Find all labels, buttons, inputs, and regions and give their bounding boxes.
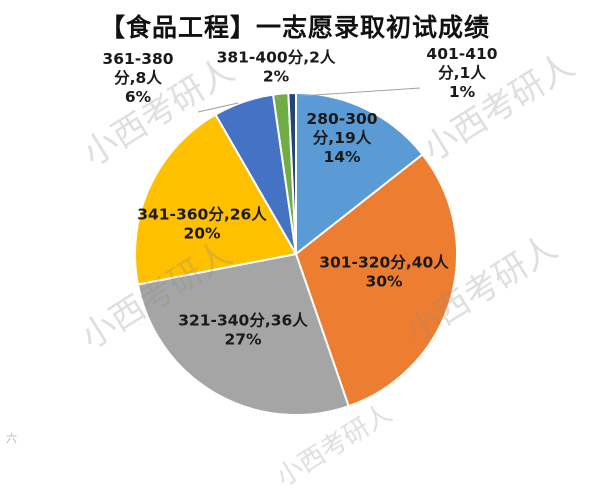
pie-slice-321-340 xyxy=(136,252,350,416)
slice-label-line: 1% xyxy=(449,83,476,101)
slice-label-line: 27% xyxy=(224,331,262,349)
pie-slice-341-360 xyxy=(134,113,298,286)
pie-slice-401-410 xyxy=(287,91,297,255)
slice-label-line: 401-410 xyxy=(426,45,497,63)
slice-label-line: 280-300 xyxy=(306,110,377,128)
slice-label-381-400: 381-400分,2人 2% xyxy=(217,49,336,86)
slice-label-line: 321-340分,36人 xyxy=(178,312,308,330)
slice-label-line: 341-360分,26人 xyxy=(137,206,267,224)
leader-line-401-410 xyxy=(299,87,421,97)
slice-label-line: 分,19人 xyxy=(313,129,372,147)
slice-label-line: 分,1人 xyxy=(438,64,486,82)
slice-label-401-410: 401-410 分,1人 1% xyxy=(426,45,497,101)
slice-label-line: 2% xyxy=(263,68,290,86)
pie-slice-280-300 xyxy=(295,91,424,257)
slice-label-341-360: 341-360分,26人 20% xyxy=(137,206,267,243)
slice-label-line: 301-320分,40人 xyxy=(319,254,449,272)
slice-label-line: 361-380 xyxy=(102,50,173,68)
corner-logo: 六 xyxy=(6,432,17,445)
pie-chart: 280-300 分,19人 14% 301-320分,40人 30% 321-340分,3… xyxy=(102,45,498,416)
slice-label-301-320: 301-320分,40人 30% xyxy=(319,254,449,291)
chart-title: 【食品工程】一志愿录取初试成绩 xyxy=(99,13,490,42)
slice-label-361-380: 361-380 分,8人 6% xyxy=(102,50,173,106)
leader-line-361-380 xyxy=(197,102,239,113)
leader-line-381-400 xyxy=(275,95,282,101)
slice-label-line: 381-400分,2人 xyxy=(217,49,336,67)
slice-label-line: 分,8人 xyxy=(114,69,162,87)
slice-label-line: 6% xyxy=(125,88,152,106)
pie-slice-301-320 xyxy=(294,153,458,408)
slice-label-line: 14% xyxy=(323,148,361,166)
slice-label-321-340: 321-340分,36人 27% xyxy=(178,312,308,349)
slice-label-line: 30% xyxy=(365,273,403,291)
slice-label-280-300: 280-300 分,19人 14% xyxy=(306,110,377,166)
slice-label-line: 20% xyxy=(183,225,221,243)
